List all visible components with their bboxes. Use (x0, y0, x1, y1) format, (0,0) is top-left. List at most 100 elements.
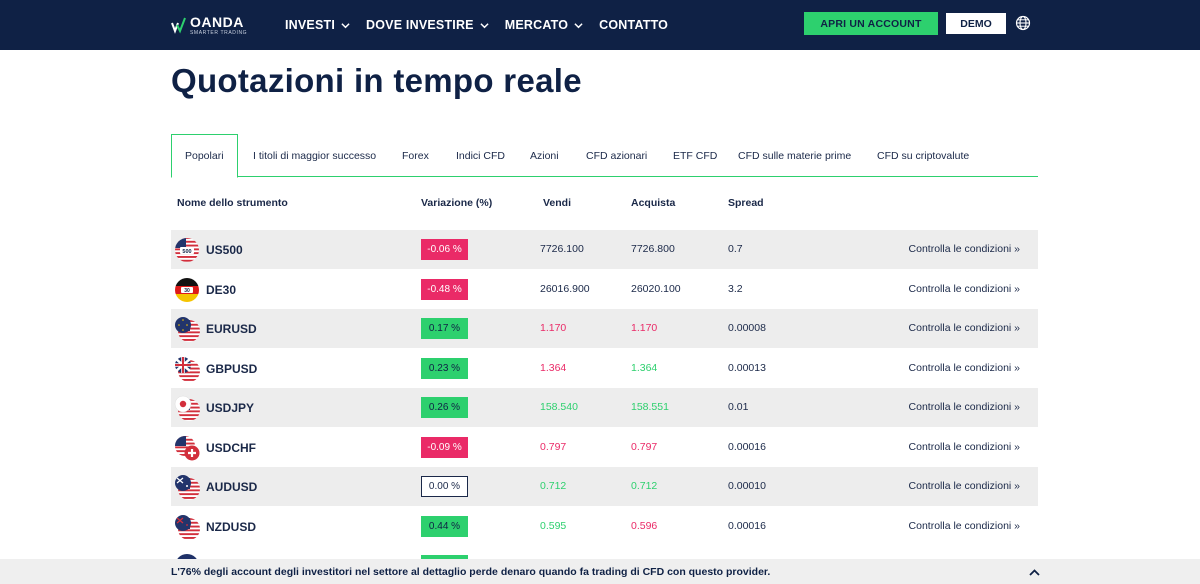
chevron-up-icon[interactable] (1029, 568, 1040, 577)
nav-item-mercato[interactable]: MERCATO (505, 18, 583, 32)
demo-button[interactable]: DEMO (946, 13, 1006, 34)
buy-price: 0.596 (631, 519, 658, 532)
instrument-symbol[interactable]: NZDUSD (206, 519, 256, 534)
nav-item-contatto[interactable]: CONTATTO (599, 18, 668, 32)
flag-eu-us-icon (175, 317, 200, 342)
nav-item-label: CONTATTO (599, 18, 669, 32)
table-row[interactable]: NZDUSD 0.44 % 0.595 0.596 0.00016 Controlla l… (171, 507, 1038, 546)
tab-azioni[interactable]: Azioni (530, 149, 559, 162)
column-header-change: Variazione (%) (421, 197, 493, 209)
check-conditions-link[interactable]: Controlla le condizioni » (908, 401, 1020, 413)
table-row[interactable]: EURUSD 0.17 % 1.170 1.170 0.00008 Controlla l… (171, 309, 1038, 348)
spread-value: 0.00010 (728, 480, 766, 492)
change-badge: 0.23 % (421, 357, 468, 379)
buy-price: 1.364 (631, 361, 658, 374)
check-conditions-link[interactable]: Controlla le condizioni » (908, 243, 1020, 255)
instrument-tabs: Popolari I titoli di maggior successo Fo… (171, 134, 1038, 178)
quotes-table-header: Nome dello strumento Variazione (%) Vend… (171, 190, 1038, 216)
check-conditions-link[interactable]: Controlla le condizioni » (908, 440, 1020, 453)
spread-value: 0.00016 (728, 519, 766, 532)
flag-us-ch-icon (175, 435, 200, 460)
spread-value: 0.7 (728, 243, 743, 255)
sell-price: 0.797 (540, 440, 567, 453)
check-conditions-link[interactable]: Controlla le condizioni » (908, 519, 1020, 532)
flag-nz-us-icon (175, 514, 200, 540)
risk-warning-bar: L'76% degli account degli investitori ne… (0, 559, 1200, 584)
buy-price: 26020.100 (631, 282, 681, 295)
chevron-down-icon (480, 22, 489, 28)
tab-cfd-azionari[interactable]: CFD azionari (586, 149, 648, 162)
flag-au-us-icon (175, 475, 200, 500)
instrument-symbol[interactable]: DE30 (206, 282, 237, 297)
buy-price: 0.712 (631, 480, 658, 492)
open-account-button[interactable]: APRI UN ACCOUNT (804, 12, 938, 35)
change-badge: -0.48 % (421, 278, 468, 300)
tab-etf-cfd[interactable]: ETF CFD (673, 149, 718, 162)
sell-price: 1.364 (540, 361, 567, 374)
table-row[interactable]: 500 US500 -0.06 % 7726.100 7726.800 0.7 Contro… (171, 230, 1038, 269)
top-navigation-bar: OANDA SMARTER TRADING INVESTI DOVE INVES… (0, 0, 1200, 50)
change-badge: 0.26 % (421, 397, 468, 418)
instrument-symbol[interactable]: EURUSD (206, 322, 257, 336)
change-badge: -0.09 % (421, 436, 468, 458)
sell-price: 158.540 (540, 401, 578, 413)
sell-price: 0.595 (540, 519, 567, 532)
change-badge: -0.06 % (421, 239, 468, 260)
flag-de-30-icon: 30 (175, 277, 199, 302)
flag-gb-us-icon (175, 356, 200, 382)
table-row[interactable]: USDJPY 0.26 % 158.540 158.551 0.01 Controlla … (171, 388, 1038, 427)
page-title: Quotazioni in tempo reale (171, 62, 582, 99)
buy-price: 158.551 (631, 401, 669, 413)
nav-item-label: MERCATO (504, 18, 569, 32)
spread-value: 0.00013 (728, 361, 766, 374)
nav-item-investi[interactable]: INVESTI (285, 18, 350, 32)
table-row[interactable]: AUDUSD 0.00 % 0.712 0.712 0.00010 Controlla l… (171, 467, 1038, 506)
brand-tagline: SMARTER TRADING (190, 29, 248, 36)
flag-us-jp-icon (174, 395, 200, 421)
column-header-spread: Spread (728, 197, 764, 209)
table-row[interactable]: GBPUSD 0.23 % 1.364 1.364 0.00013 Controlla l… (171, 349, 1038, 388)
tab-forex[interactable]: Forex (402, 149, 429, 162)
instrument-symbol[interactable]: GBPUSD (206, 361, 258, 376)
check-conditions-link[interactable]: Controlla le condizioni » (908, 480, 1020, 492)
brand-name: OANDA (190, 13, 244, 30)
instrument-symbol[interactable]: AUDUSD (206, 480, 258, 494)
globe-icon[interactable] (1015, 15, 1031, 31)
check-conditions-link[interactable]: Controlla le condizioni » (908, 282, 1020, 295)
tab-titoli-maggior-successo[interactable]: I titoli di maggior successo (253, 149, 377, 162)
oanda-logo[interactable]: OANDA SMARTER TRADING (171, 13, 247, 37)
change-badge: 0.00 % (421, 476, 468, 497)
risk-warning-text: L'76% degli account degli investitori ne… (171, 566, 771, 578)
spread-value: 0.00008 (728, 322, 766, 334)
spread-value: 0.01 (728, 401, 749, 413)
buy-price: 7726.800 (631, 243, 675, 255)
check-conditions-link[interactable]: Controlla le condizioni » (908, 361, 1020, 374)
nav-item-dove-investire[interactable]: DOVE INVESTIRE (366, 18, 489, 32)
tab-indici-cfd[interactable]: Indici CFD (456, 149, 506, 162)
oanda-logo-icon (171, 17, 186, 34)
chevron-down-icon (341, 22, 350, 28)
buy-price: 0.797 (631, 440, 658, 453)
instrument-symbol[interactable]: US500 (206, 243, 243, 257)
sell-price: 26016.900 (540, 282, 590, 295)
instrument-symbol[interactable]: USDCHF (206, 440, 256, 455)
tab-cfd-materie-prime[interactable]: CFD sulle materie prime (738, 149, 852, 162)
sell-price: 0.712 (540, 480, 567, 492)
column-header-buy: Acquista (631, 197, 676, 209)
instrument-symbol[interactable]: USDJPY (206, 401, 255, 415)
spread-value: 3.2 (728, 282, 743, 295)
check-conditions-link[interactable]: Controlla le condizioni » (908, 322, 1020, 334)
change-badge: 0.44 % (421, 515, 468, 537)
column-header-instrument: Nome dello strumento (177, 197, 288, 209)
change-badge: 0.17 % (421, 318, 468, 339)
table-row[interactable]: USDCHF -0.09 % 0.797 0.797 0.00016 Controlla … (171, 428, 1038, 467)
buy-price: 1.170 (631, 322, 658, 334)
tab-popolari[interactable]: Popolari (171, 134, 238, 178)
flag-us-500-icon: 500 (175, 238, 199, 262)
table-row[interactable]: 30 DE30 -0.48 % 26016.900 26020.100 3.2 Contro… (171, 270, 1038, 309)
tab-cfd-criptovalute[interactable]: CFD su criptovalute (877, 149, 970, 162)
svg-text:30: 30 (184, 288, 190, 294)
chevron-down-icon (574, 22, 583, 28)
svg-text:500: 500 (182, 249, 191, 255)
sell-price: 1.170 (540, 322, 567, 334)
